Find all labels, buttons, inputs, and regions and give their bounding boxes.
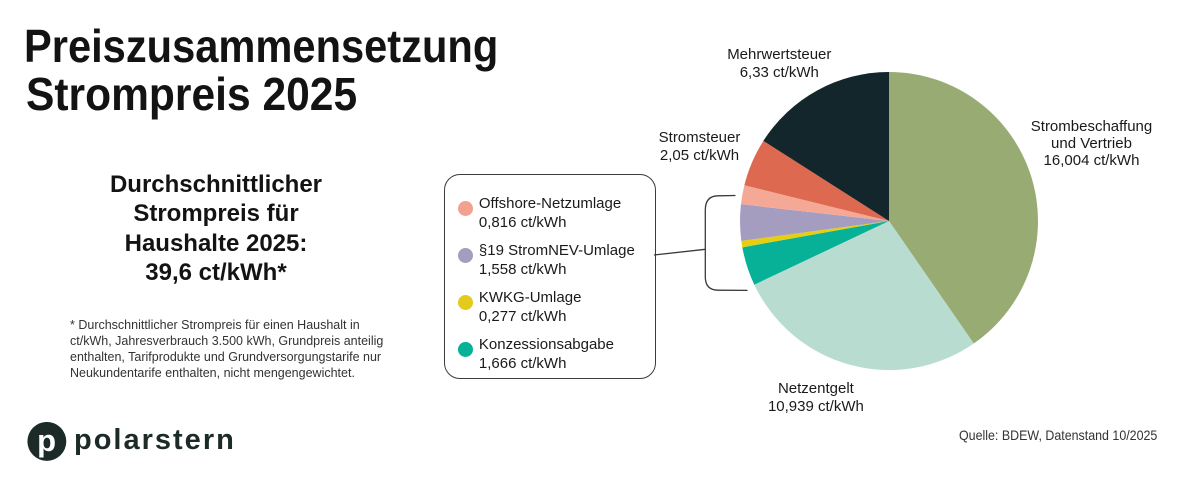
svg-text:p: p [37, 423, 56, 458]
